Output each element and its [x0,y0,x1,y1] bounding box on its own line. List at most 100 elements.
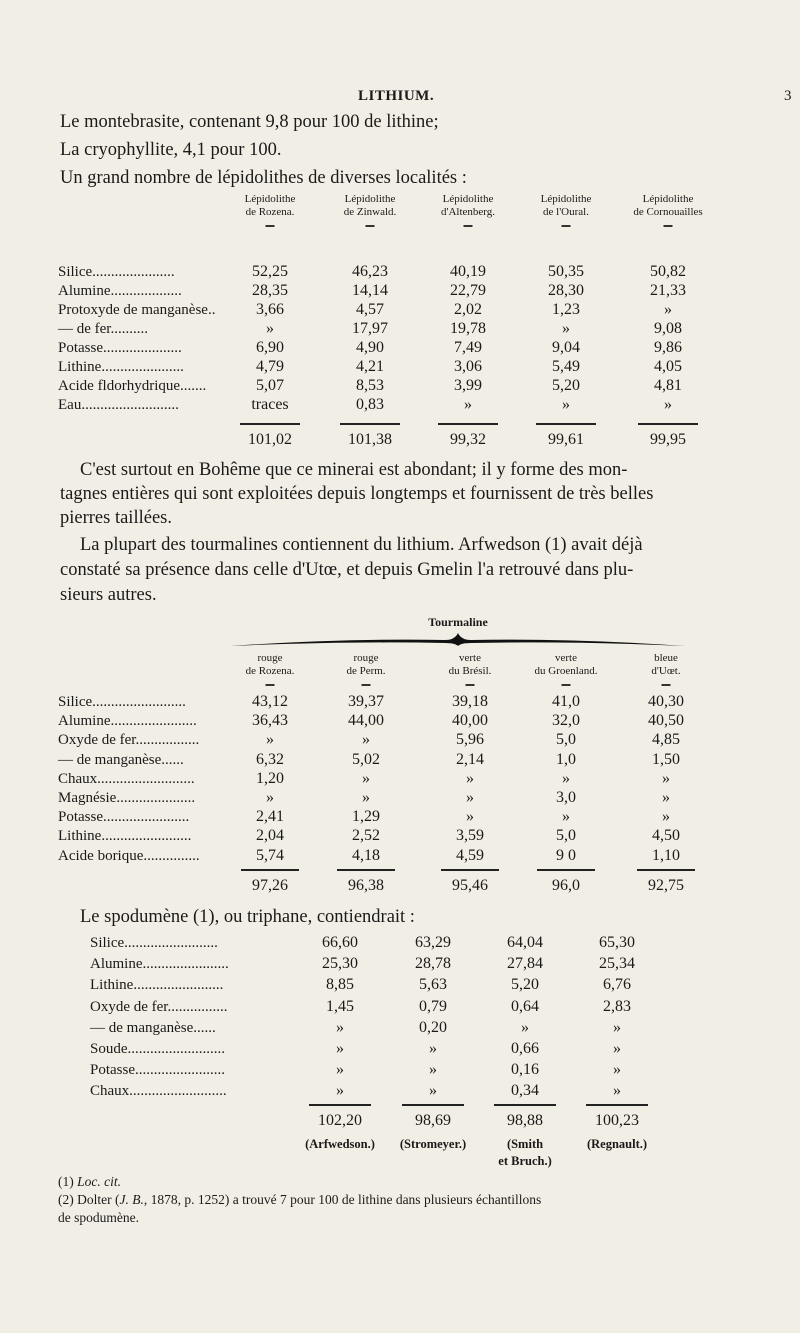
cell-value: 1,10 [652,846,680,864]
cell-value: 5,74 [256,846,284,864]
row-label: Lithine........................ [90,977,224,994]
cell-value: » [664,301,672,318]
cell-value: 5,96 [456,731,484,749]
cell-value: 1,45 [326,997,354,1015]
sum-rule [240,423,300,425]
cell-value: 4,79 [256,358,284,375]
sum-rule [536,423,596,425]
total-value: 98,69 [415,1112,451,1129]
sum-rule [337,869,395,871]
footnote-2-cont: de spodumène. [58,1210,139,1225]
row-label: Lithine........................ [58,828,192,845]
cell-value: 2,52 [352,827,380,845]
cell-value: 9,08 [654,320,682,337]
total-value: 99,61 [548,431,584,448]
row-label: — de manganèse...... [58,751,184,768]
footnote-number: (2) Dolter ( [58,1192,120,1207]
cell-value: 3,66 [256,301,284,318]
cell-value: 4,18 [352,846,380,864]
header-dash [463,225,473,227]
cell-value: 6,76 [603,976,631,994]
cell-value: 5,20 [552,377,580,394]
cell-value: 40,19 [450,263,486,280]
cell-value: 5,63 [419,976,447,994]
sum-rule [537,869,595,871]
cell-value: 27,84 [507,955,543,973]
footnote-1: (1) Loc. cit. [58,1174,121,1190]
analyst-name: et Bruch.) [498,1154,552,1168]
cell-value: 17,97 [352,320,388,337]
cell-value: 3,06 [454,358,482,375]
cell-value: » [466,769,474,787]
footnote-text: , 1878, p. 1252) a trouvé 7 pour 100 de … [143,1192,542,1207]
header-dash [561,225,571,227]
row-label: Protoxyde de manganèse.. [58,302,216,318]
cell-value: » [362,731,370,749]
header-dash [561,684,571,686]
header-dash [365,225,375,227]
sum-rule [340,423,400,425]
cell-value: 9,86 [654,339,682,356]
cell-value: » [521,1018,529,1036]
cell-value: » [464,396,472,413]
cell-value: » [362,789,370,806]
cell-value: 5,49 [552,358,580,375]
cell-value: 5,0 [556,827,576,845]
cell-value: 9 0 [556,846,576,864]
column-header: Lépidolithe [442,193,494,205]
text-line: sieurs autres. [60,585,157,605]
cell-value: 4,59 [456,846,484,864]
cell-value: 25,30 [322,955,358,973]
footnote-text: Loc. cit. [77,1174,121,1189]
cell-value: » [336,1082,344,1100]
cell-value: » [562,769,570,787]
cell-value: » [562,320,570,337]
cell-value: 1,23 [552,301,580,318]
footnote-ref: J. B. [119,1192,144,1207]
cell-value: 28,35 [252,282,288,299]
cell-value: traces [251,396,289,413]
column-header: Lépidolithe [540,193,592,205]
cell-value: 39,37 [348,693,384,710]
cell-value: » [562,808,570,826]
column-header: de Perm. [346,665,386,677]
analyst-name: (Regnault.) [586,1137,648,1151]
cell-value: » [466,808,474,826]
cell-value: 4,50 [652,827,680,845]
row-label: — de fer.......... [58,321,148,337]
total-value: 97,26 [252,877,288,894]
cell-value: 1,20 [256,769,284,787]
cell-value: 9,04 [552,339,580,356]
column-header: de l'Oural. [543,206,589,218]
total-value: 96,38 [348,877,384,894]
cell-value: 44,00 [348,712,384,730]
column-header: Lépidolithe [344,193,396,205]
sum-rule [309,1104,371,1106]
row-label: Chaux.......................... [90,1083,227,1100]
total-value: 101,38 [348,431,392,448]
cell-value: » [336,1040,344,1057]
cell-value: 0,20 [419,1018,447,1036]
cell-value: 7,49 [454,339,482,356]
analyst-name: (Arfwedson.) [305,1137,375,1151]
total-value: 98,88 [507,1112,543,1129]
cell-value: 3,99 [454,377,482,394]
cell-value: 63,29 [415,934,451,951]
analyst-name: (Stromeyer.) [399,1137,467,1151]
cell-value: 0,66 [511,1040,539,1057]
cell-value: 4,85 [652,731,680,749]
total-value: 99,32 [450,431,486,448]
column-header: rouge [353,652,379,664]
row-label: Acide fldorhydrique....... [58,378,207,394]
sum-rule [438,423,498,425]
header-dash [465,684,475,686]
cell-value: 0,83 [356,396,384,413]
total-value: 96,0 [552,877,580,894]
cell-value: 65,30 [599,934,635,951]
cell-value: 40,00 [452,712,488,730]
column-header: d'Altenberg. [440,206,496,218]
cell-value: 0,34 [511,1082,539,1100]
row-label: Alumine....................... [90,956,229,973]
column-header: de Rozena. [245,665,295,677]
column-header: verte [459,652,481,664]
